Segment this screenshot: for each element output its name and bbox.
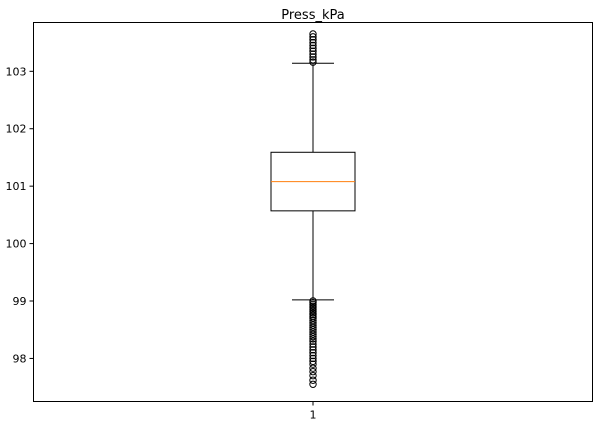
plot-area <box>270 30 356 388</box>
outlier-point <box>309 371 317 380</box>
outlier-point <box>309 41 317 50</box>
outlier-point <box>309 53 317 61</box>
outlier-point <box>309 56 317 64</box>
outlier-point <box>309 376 317 384</box>
y-tick-label: 102 <box>6 123 27 136</box>
y-tick-label: 101 <box>6 180 27 193</box>
outlier-point <box>309 44 317 53</box>
outlier-point <box>309 348 317 357</box>
outlier-point <box>309 380 317 388</box>
y-tick-label: 99 <box>13 295 27 308</box>
outlier-point <box>309 50 317 58</box>
outlier-point <box>309 360 317 368</box>
outlier-point <box>309 354 317 363</box>
x-tick-label: 1 <box>310 409 317 422</box>
outlier-point <box>309 30 317 38</box>
y-tick-label: 103 <box>6 65 27 78</box>
outlier-point <box>309 364 317 372</box>
y-tick-label: 98 <box>13 352 27 365</box>
outlier-point <box>309 367 317 376</box>
outlier-point <box>309 351 317 360</box>
outlier-point <box>309 332 317 341</box>
outlier-point <box>309 346 317 354</box>
outlier-point <box>309 337 317 345</box>
y-tick-label: 100 <box>6 238 27 251</box>
outlier-point <box>309 58 317 66</box>
outlier-point <box>309 343 317 351</box>
outlier-point <box>309 335 317 343</box>
outlier-point <box>309 38 317 47</box>
outlier-point <box>309 36 317 44</box>
chart-title: Press_kPa <box>281 8 344 23</box>
outlier-point <box>309 33 317 41</box>
outlier-point <box>309 340 317 348</box>
outlier-point <box>309 47 317 55</box>
